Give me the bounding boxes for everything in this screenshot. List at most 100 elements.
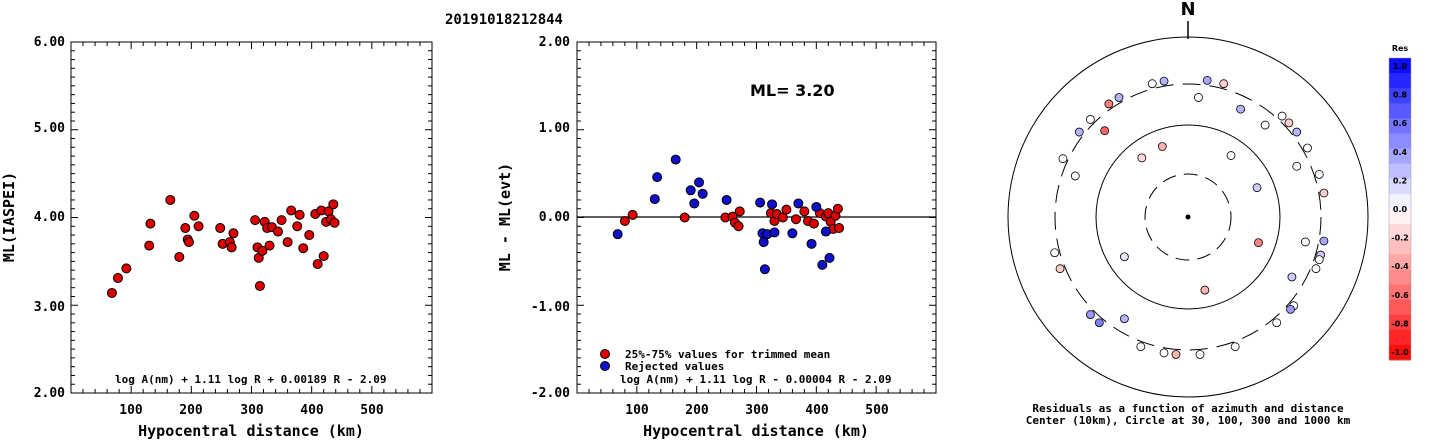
chart-3-point — [1157, 142, 1167, 151]
ring-100km — [1095, 124, 1281, 310]
chart-2-point-rejected — [824, 252, 835, 263]
chart-1-formula: log A(nm) + 1.11 log R + 0.00189 R - 2.0… — [115, 373, 387, 386]
colorbar-block — [1389, 239, 1411, 255]
chart-1-point — [121, 263, 132, 274]
chart-3-point — [1314, 169, 1324, 179]
colorbar-block — [1389, 193, 1411, 210]
chart-3-point — [1114, 93, 1124, 102]
north-label: N — [1180, 0, 1195, 20]
chart-1-point — [189, 210, 200, 221]
chart-1-point — [228, 228, 239, 239]
chart-2-xtick-0: 100 — [625, 403, 649, 418]
chart-2-ytick-0: -2.00 — [531, 386, 570, 401]
chart-1-point — [272, 226, 283, 237]
chart-1-point — [106, 287, 117, 298]
chart-2-point-trimmed — [808, 218, 819, 229]
colorbar-block — [1389, 224, 1411, 240]
colorbar-block — [1389, 88, 1411, 104]
chart-1-xlabel: Hypocentral distance (km) — [138, 422, 364, 440]
chart-2-point-rejected — [820, 226, 831, 237]
chart-1-point — [286, 205, 297, 216]
chart-1-point — [276, 215, 287, 226]
chart-1-point — [112, 273, 123, 284]
chart-3-point — [1277, 111, 1287, 121]
chart-3-point — [1260, 120, 1270, 130]
chart-2-legend-label-red: 25%-75% values for trimmed mean — [625, 348, 830, 361]
chart-2-ytick-4: 2.00 — [539, 35, 570, 50]
chart-1-point — [180, 223, 191, 234]
chart-3-point — [1120, 314, 1129, 324]
chart-1-point — [328, 199, 339, 210]
colorbar-block — [1389, 148, 1411, 165]
chart-1-point — [165, 194, 176, 205]
colorbar-block — [1389, 344, 1411, 361]
chart-2-ticks — [577, 41, 936, 394]
chart-2-ml-label: ML= 3.20 — [750, 81, 835, 100]
colorbar-label: 0.4 — [1393, 148, 1408, 157]
colorbar-block — [1389, 269, 1411, 285]
chart-3: N Residuals as a function of azimuth and… — [1007, 0, 1412, 427]
chart-3-point — [1202, 75, 1212, 85]
chart-1-ytick-2: 4.00 — [34, 210, 65, 225]
chart-3-point — [1147, 79, 1157, 89]
chart-3-point — [1100, 126, 1110, 136]
chart-3-point — [1104, 99, 1114, 109]
chart-2-point-trimmed — [679, 212, 690, 223]
chart-3-point — [1303, 143, 1312, 153]
chart-3-point — [1300, 237, 1310, 247]
chart-1-xtick-3: 400 — [300, 403, 324, 418]
colorbar-block — [1389, 254, 1411, 270]
chart-1-ytick-0: 2.00 — [34, 386, 65, 401]
colorbar-block — [1389, 284, 1411, 301]
colorbar-label: 0.8 — [1393, 91, 1408, 100]
chart-2-point-rejected — [793, 198, 804, 209]
chart-2-point-trimmed — [790, 214, 801, 225]
colorbar-label: -0.4 — [1391, 262, 1409, 271]
colorbar-label: 0.0 — [1393, 205, 1408, 214]
chart-3-point — [1195, 350, 1205, 359]
chart-2-legend-marker-red — [600, 349, 610, 359]
colorbar-block — [1389, 163, 1411, 180]
chart-2-point-rejected — [806, 238, 817, 249]
chart-1-point — [318, 251, 329, 262]
chart-2-point-trimmed — [619, 216, 630, 227]
chart-2-point-trimmed — [734, 206, 745, 217]
chart-3-point — [1119, 252, 1129, 262]
colorbar-block — [1389, 314, 1411, 331]
chart-3-point — [1230, 342, 1240, 352]
chart-3-point — [1254, 238, 1263, 248]
chart-1-point — [282, 237, 293, 248]
chart-3-point — [1286, 304, 1295, 314]
chart-2-point-trimmed — [627, 209, 638, 220]
chart-3-point — [1194, 93, 1203, 102]
colorbar-label: 0.2 — [1393, 176, 1407, 185]
chart-1-point — [304, 230, 315, 241]
chart-3-point — [1284, 118, 1294, 128]
chart-2-point-rejected — [759, 264, 770, 275]
chart-2-ylabel: ML - ML(evt) — [496, 163, 514, 271]
chart-1-xtick-0: 100 — [119, 403, 143, 418]
chart-2: -2.00 -1.00 0.00 1.00 2.00 100 200 300 4… — [496, 35, 937, 440]
chart-1-ytick-3: 5.00 — [34, 121, 65, 136]
colorbar-label: -0.2 — [1391, 234, 1409, 243]
colorbar: Res 1.0 0.8 0.6 0.4 0.2 0.0 -0.2 -0.4 -0.6 -0.8 -1… — [1388, 44, 1412, 361]
colorbar-frame — [1388, 57, 1412, 361]
chart-2-point-rejected — [652, 172, 663, 183]
center-point — [1185, 214, 1191, 220]
chart-1-point — [329, 217, 340, 228]
chart-2-ytick-3: 1.00 — [539, 121, 570, 136]
chart-2-point-rejected — [767, 199, 778, 210]
colorbar-block — [1389, 133, 1411, 150]
chart-2-legend-label-blue: Rejected values — [625, 360, 724, 373]
chart-3-point — [1200, 285, 1210, 295]
ring-300km — [1054, 83, 1322, 351]
colorbar-label: 1.0 — [1393, 62, 1408, 71]
chart-2-xtick-2: 300 — [745, 403, 769, 418]
ring-30km — [1144, 173, 1232, 261]
chart-3-point — [1055, 264, 1065, 274]
chart-3-point — [1086, 115, 1095, 124]
chart-3-point — [1314, 255, 1324, 265]
chart-1-point — [226, 242, 237, 253]
figure-title: 20191018212844 — [445, 12, 563, 28]
